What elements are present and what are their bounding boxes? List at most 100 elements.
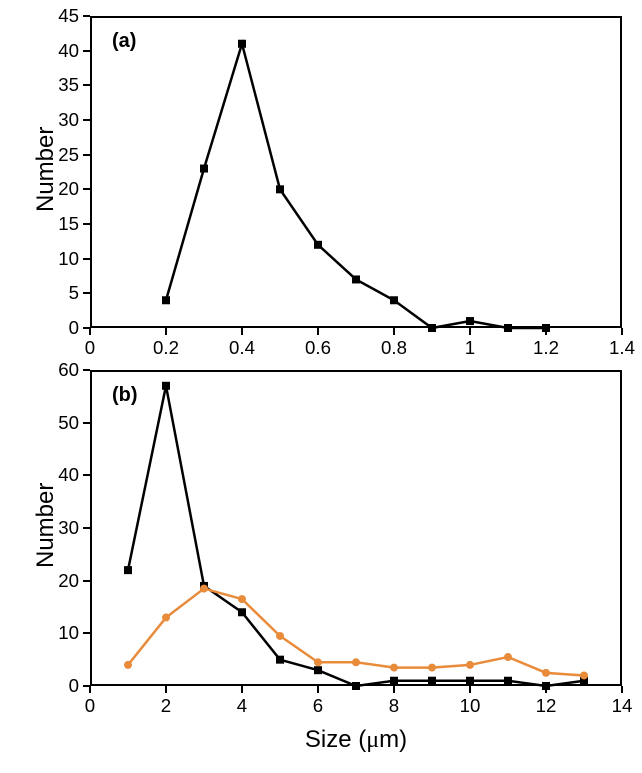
y-tick	[83, 580, 90, 582]
y-tick-label: 35	[58, 74, 79, 96]
series-b-black-marker	[238, 608, 246, 616]
series-b-black-marker	[390, 677, 398, 685]
y-tick	[83, 474, 90, 476]
x-tick-label: 10	[460, 695, 481, 717]
x-tick-label: 12	[536, 695, 557, 717]
figure-container: 00.20.40.60.811.21.4051015202530354045 (…	[0, 0, 642, 773]
x-tick-label: 1	[465, 337, 475, 359]
y-tick	[83, 369, 90, 371]
x-tick	[317, 686, 319, 693]
x-tick	[89, 686, 91, 693]
y-tick-label: 20	[58, 570, 79, 592]
series-b-black-marker	[542, 682, 550, 690]
x-tick	[89, 328, 91, 335]
series-a1-marker	[466, 317, 474, 325]
series-b-orange-marker	[276, 632, 284, 640]
series-a1-marker	[428, 324, 436, 332]
y-tick-label: 40	[58, 40, 79, 62]
series-b-orange-marker	[390, 664, 398, 672]
y-tick-label: 30	[58, 517, 79, 539]
series-layer	[90, 370, 622, 686]
y-tick	[83, 223, 90, 225]
y-tick	[83, 119, 90, 121]
series-b-orange-marker	[314, 658, 322, 666]
x-tick-label: 0	[85, 695, 95, 717]
series-a1-marker	[238, 40, 246, 48]
y-tick-label: 30	[58, 109, 79, 131]
y-tick-label: 5	[69, 282, 79, 304]
series-b-orange-marker	[200, 585, 208, 593]
panel-b-plot-area: 024681012140102030405060	[90, 370, 622, 686]
x-tick-label: 6	[313, 695, 323, 717]
x-tick-label: 0.2	[153, 337, 179, 359]
x-tick	[393, 686, 395, 693]
series-b-black-marker	[276, 656, 284, 664]
x-tick-label: 4	[237, 695, 247, 717]
x-tick	[621, 686, 623, 693]
x-tick	[165, 328, 167, 335]
panel-a-label: (a)	[112, 30, 136, 53]
y-tick	[83, 292, 90, 294]
panel-b-y-axis-label: Number	[32, 482, 60, 567]
panel-a-y-axis-label: Number	[32, 126, 60, 211]
x-tick-label: 0	[85, 337, 95, 359]
y-tick	[83, 527, 90, 529]
x-tick	[621, 328, 623, 335]
y-tick-label: 50	[58, 412, 79, 434]
x-tick	[241, 328, 243, 335]
series-b-black-marker	[352, 682, 360, 690]
y-tick	[83, 154, 90, 156]
series-a1-marker	[542, 324, 550, 332]
panel-a-plot-area: 00.20.40.60.811.21.4051015202530354045	[90, 16, 622, 328]
y-tick-label: 10	[58, 622, 79, 644]
series-b-black-marker	[428, 677, 436, 685]
y-tick-label: 0	[69, 675, 79, 697]
series-a1-marker	[352, 275, 360, 283]
y-tick	[83, 50, 90, 52]
series-a1-marker	[504, 324, 512, 332]
x-tick-label: 2	[161, 695, 171, 717]
y-tick-label: 20	[58, 178, 79, 200]
x-tick-label: 0.6	[305, 337, 331, 359]
y-tick-label: 0	[69, 317, 79, 339]
series-b-orange-marker	[580, 671, 588, 679]
series-a1-marker	[276, 185, 284, 193]
series-b-orange-marker	[504, 653, 512, 661]
shared-x-axis-label: Size (μm)	[305, 726, 407, 754]
x-tick-label: 1.2	[533, 337, 559, 359]
series-a1-marker	[200, 165, 208, 173]
y-tick	[83, 15, 90, 17]
y-tick-label: 10	[58, 248, 79, 270]
series-layer	[90, 16, 622, 328]
y-tick	[83, 632, 90, 634]
series-a1-marker	[162, 296, 170, 304]
series-b-orange-marker	[542, 669, 550, 677]
series-b-black-marker	[504, 677, 512, 685]
x-tick	[165, 686, 167, 693]
series-b-orange-marker	[466, 661, 474, 669]
y-tick	[83, 84, 90, 86]
series-b-black-marker	[162, 382, 170, 390]
x-tick-label: 1.4	[609, 337, 635, 359]
y-tick-label: 45	[58, 5, 79, 27]
panel-b-label: (b)	[112, 384, 138, 407]
y-tick-label: 60	[58, 359, 79, 381]
series-b-orange-marker	[352, 658, 360, 666]
y-tick-label: 25	[58, 144, 79, 166]
x-tick	[241, 686, 243, 693]
y-tick	[83, 685, 90, 687]
series-b-orange-marker	[428, 664, 436, 672]
series-b-black-line	[128, 386, 584, 686]
series-b-orange-marker	[162, 614, 170, 622]
y-tick	[83, 258, 90, 260]
x-tick-label: 0.8	[381, 337, 407, 359]
series-b-black-marker	[314, 666, 322, 674]
series-b-black-marker	[466, 677, 474, 685]
x-tick-label: 0.4	[229, 337, 255, 359]
x-tick	[393, 328, 395, 335]
series-a1-marker	[390, 296, 398, 304]
x-tick	[317, 328, 319, 335]
series-a1-line	[166, 44, 546, 328]
series-a1-marker	[314, 241, 322, 249]
series-b-orange-marker	[124, 661, 132, 669]
